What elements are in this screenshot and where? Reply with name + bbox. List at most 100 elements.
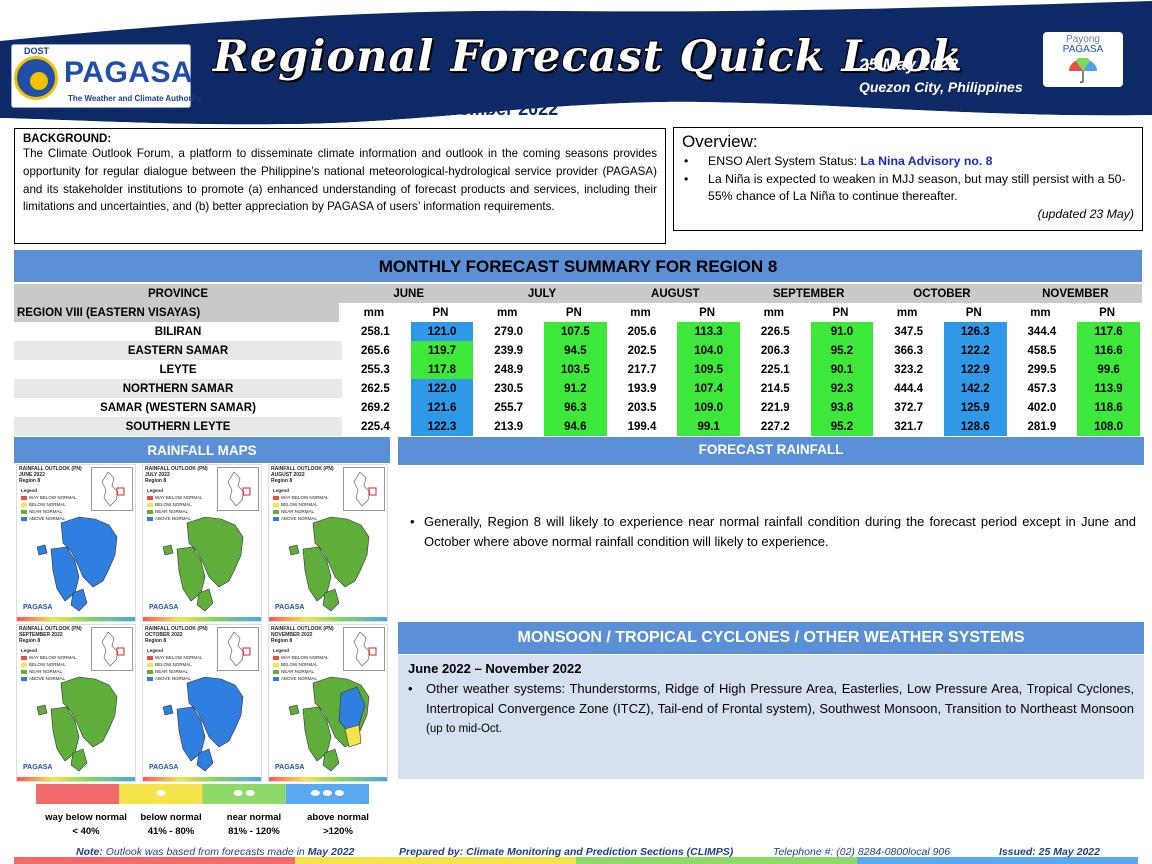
rainfall-mm-cell: 323.2 <box>875 360 942 379</box>
rainfall-pn-cell: 113.9 <box>1075 379 1142 398</box>
rainfall-map-3: RAINFALL OUTLOOK (PN) SEPTEMBER 2022 Regio… <box>16 624 136 782</box>
legend-swatch <box>273 495 279 500</box>
rainfall-pn-cell: 118.6 <box>1075 398 1142 417</box>
forecast-rainfall-text: Generally, Region 8 will likely to exper… <box>424 514 1136 549</box>
map-legend-item: BELOW NORMAL <box>21 501 77 508</box>
rainfall-pn-cell: 107.5 <box>542 322 609 341</box>
rainfall-mm-cell: 255.3 <box>342 360 409 379</box>
rainfall-pn-cell: 95.2 <box>808 341 876 360</box>
monsoon-title: MONSOON / TROPICAL CYCLONES / OTHER WEAT… <box>398 622 1144 654</box>
rainfall-mm-cell: 193.9 <box>608 379 676 398</box>
pn-header: PN <box>1075 303 1142 322</box>
legend-item-label: NEAR NORMAL <box>281 669 315 674</box>
rainfall-map-2: RAINFALL OUTLOOK (PN) AUGUST 2022 Region 8… <box>268 464 388 622</box>
legend-swatch <box>273 509 279 514</box>
scale-range-label: >120% <box>323 826 353 837</box>
rainfall-pn-cell: 122.9 <box>941 360 1009 379</box>
umbrella-icon <box>1069 58 1097 84</box>
map-pagasa-logo: PAGASA <box>23 764 53 771</box>
mm-header: mm <box>741 303 809 322</box>
rainfall-map-1: RAINFALL OUTLOOK (PN) JULY 2022 Region 8 Le… <box>142 464 262 622</box>
scale-range-label: 81% - 120% <box>228 826 280 837</box>
map-legend-item: ABOVE NORMAL <box>273 675 329 682</box>
map-legend-item: BELOW NORMAL <box>273 661 329 668</box>
map-title-line: JULY 2022 <box>145 472 170 478</box>
rainfall-pn-cell: 91.2 <box>542 379 609 398</box>
rainfall-mm-cell: 402.0 <box>1008 398 1076 417</box>
monsoon-note: (up to mid-Oct. <box>426 723 503 735</box>
la-nina-advisory-link[interactable]: La Nina Advisory no. 8 <box>860 154 993 168</box>
locator-map-icon <box>343 467 385 511</box>
map-legend-item: BELOW NORMAL <box>273 501 329 508</box>
cloud-icon <box>245 790 255 796</box>
rainfall-pn-cell: 108.0 <box>1075 417 1142 436</box>
bullet: • <box>410 514 415 529</box>
map-color-band <box>17 777 135 781</box>
rainfall-map-title: RAINFALL OUTLOOK (PN) AUGUST 2022 Region 8 <box>271 466 334 484</box>
legend-item-label: WAY BELOW NORMAL <box>155 495 203 500</box>
map-legend: Legend WAY BELOW NORMAL BELOW NORMAL NEAR N… <box>273 487 329 522</box>
background-text: The Climate Outlook Forum, a platform to… <box>23 147 657 214</box>
agency-name: PAGASA <box>64 56 194 89</box>
legend-item-label: WAY BELOW NORMAL <box>29 495 77 500</box>
legend-swatch <box>21 662 27 667</box>
locator-map-icon <box>91 627 133 671</box>
rainfall-pn-cell: 121.6 <box>408 398 476 417</box>
legend-swatch <box>147 516 153 521</box>
monsoon-period: June 2022 – November 2022 <box>408 661 582 676</box>
map-legend-item: ABOVE NORMAL <box>21 515 77 522</box>
rainfall-pn-cell: 103.5 <box>542 360 609 379</box>
bullet: • <box>684 154 689 168</box>
map-legend-label: Legend <box>273 488 290 493</box>
map-title-line: RAINFALL OUTLOOK (PN) <box>271 626 334 632</box>
month-header: OCTOBER <box>875 284 1009 303</box>
table-month-header-row: PROVINCE JUNE JULY AUGUST SEPTEMBER OCTO… <box>14 284 1142 303</box>
map-legend-item: BELOW NORMAL <box>21 661 77 668</box>
locator-map-icon <box>343 627 385 671</box>
rainfall-map-0: RAINFALL OUTLOOK (PN) JUNE 2022 Region 8 Le… <box>16 464 136 622</box>
monsoon-item: • Other weather systems: Thunderstorms, … <box>408 679 1134 740</box>
month-header: JULY <box>475 284 609 303</box>
rainfall-mm-cell: 279.0 <box>475 322 542 341</box>
issue-location: Quezon City, Philippines <box>859 79 1023 95</box>
overview-item-enso: • ENSO Alert System Status: La Nina Advi… <box>682 153 1134 171</box>
province-name: SOUTHERN LEYTE <box>14 417 343 436</box>
map-legend-item: NEAR NORMAL <box>273 508 329 515</box>
province-name: NORTHERN SAMAR <box>14 379 343 398</box>
rainfall-mm-cell: 217.7 <box>608 360 676 379</box>
dost-label: DOST <box>24 46 50 56</box>
mm-header: mm <box>475 303 542 322</box>
rainfall-pn-cell: 117.6 <box>1075 322 1142 341</box>
scale-category-label: below normal <box>140 812 202 823</box>
rainfall-map-title: RAINFALL OUTLOOK (PN) JULY 2022 Region 8 <box>145 466 208 484</box>
legend-swatch <box>21 655 27 660</box>
map-legend-item: WAY BELOW NORMAL <box>147 654 203 661</box>
mm-header: mm <box>1008 303 1076 322</box>
map-legend-item: BELOW NORMAL <box>147 501 203 508</box>
scale-category-label: way below normal <box>45 812 127 823</box>
scale-range-label: 41% - 80% <box>147 826 195 837</box>
pn-header: PN <box>408 303 476 322</box>
rainfall-pn-cell: 109.5 <box>675 360 742 379</box>
footer-note-month: May 2022 <box>307 846 355 858</box>
rainfall-map-title: RAINFALL OUTLOOK (PN) SEPTEMBER 2022 Regio… <box>19 626 82 644</box>
rainfall-map-title: RAINFALL OUTLOOK (PN) OCTOBER 2022 Region … <box>145 626 208 644</box>
map-pagasa-logo: PAGASA <box>23 604 53 611</box>
locator-map-icon <box>217 467 259 511</box>
map-title-line: RAINFALL OUTLOOK (PN) <box>19 466 82 472</box>
scale-segment <box>36 784 120 804</box>
map-color-band <box>143 617 261 621</box>
map-legend-item: NEAR NORMAL <box>21 508 77 515</box>
legend-swatch <box>147 655 153 660</box>
map-title-line: Region 8 <box>19 478 41 484</box>
rainfall-pn-cell: 90.1 <box>808 360 876 379</box>
legend-swatch <box>147 676 153 681</box>
background-box: BACKGROUND: The Climate Outlook Forum, a… <box>14 128 666 244</box>
legend-swatch <box>21 502 27 507</box>
region-8-map <box>288 676 370 772</box>
rainfall-pn-cell: 107.4 <box>675 379 742 398</box>
legend-item-label: ABOVE NORMAL <box>281 676 318 681</box>
province-name: SAMAR (WESTERN SAMAR) <box>100 401 256 414</box>
forecast-period: June 2022 – November 2022 <box>318 99 559 119</box>
rainfall-mm-cell: 227.2 <box>741 417 809 436</box>
